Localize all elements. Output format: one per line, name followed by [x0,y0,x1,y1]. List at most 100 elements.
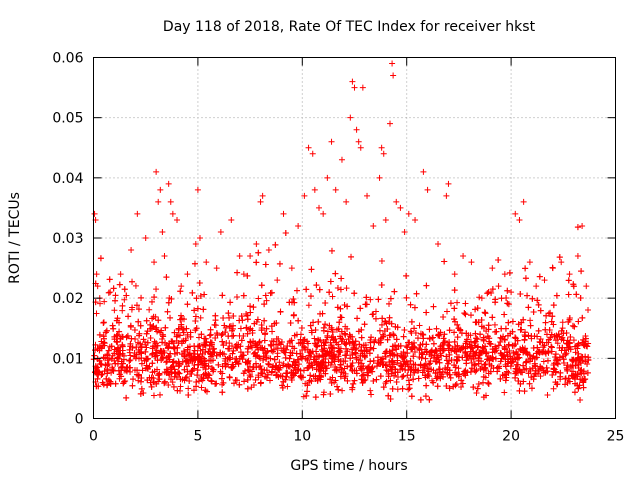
data-point [180,348,187,355]
data-point [343,352,350,359]
data-point [504,351,511,358]
data-point [278,338,285,345]
data-point [332,377,339,384]
data-point [390,332,397,339]
data-point [582,338,589,345]
data-point [138,294,145,301]
data-point [248,368,255,375]
data-point [328,380,335,387]
data-point [422,355,429,362]
data-point [138,385,145,392]
data-point [347,363,354,370]
data-point [163,359,170,366]
peak-data-point [380,150,387,157]
data-point [489,286,496,293]
data-point [517,326,524,333]
peak-data-point [274,277,281,284]
data-point [249,329,256,336]
data-point [543,364,550,371]
data-point [135,372,142,379]
data-point [127,368,134,375]
data-point [322,339,329,346]
data-point [144,339,151,346]
data-point [107,380,114,387]
data-point [247,373,254,380]
data-point [329,293,336,300]
data-point [451,329,458,336]
data-point [546,327,553,334]
data-point [484,356,491,363]
data-point [437,329,444,336]
data-point [350,380,357,387]
x-tick-label: 5 [193,429,202,445]
data-point [461,368,468,375]
data-point [198,384,205,391]
data-point [298,325,305,332]
data-point [516,366,523,373]
data-point [303,286,310,293]
data-point [123,292,130,299]
data-point [577,294,584,301]
data-point [525,370,532,377]
data-point [574,373,581,380]
data-point [391,288,398,295]
data-point [584,369,591,376]
data-point [536,338,543,345]
data-point [286,355,293,362]
data-point [400,373,407,380]
data-point [149,351,155,358]
data-point [288,299,295,306]
y-tick-label: 0.04 [52,171,83,187]
data-point [155,372,162,379]
data-point [384,325,391,332]
data-point [430,334,437,341]
data-point [243,311,250,318]
data-point [579,339,586,346]
data-point [318,364,325,371]
data-point [100,333,107,340]
data-point [304,382,311,389]
peak-data-point [382,216,389,223]
data-point [392,342,399,349]
data-point [514,355,521,362]
data-point [178,323,185,330]
data-point [486,361,493,368]
data-point [113,317,120,324]
peak-data-point [295,222,302,229]
data-point [451,316,458,323]
data-point [159,339,166,346]
data-point [119,363,126,370]
data-point [481,361,488,368]
data-point [306,377,313,384]
data-point [554,333,561,340]
data-point [454,299,461,306]
data-point [571,323,578,330]
data-point [157,347,164,354]
data-point [282,349,289,356]
peak-data-point [151,259,158,266]
data-point [194,367,201,374]
data-point [191,347,198,354]
data-point [284,383,291,390]
peak-data-point [320,210,327,217]
data-point [559,334,566,341]
data-point [360,371,367,378]
data-point [500,333,507,340]
peak-data-point [311,186,318,193]
data-point [559,353,566,360]
data-point [186,352,193,359]
data-point [239,352,246,359]
data-point [534,333,541,340]
data-point [536,273,543,280]
data-point [94,364,101,371]
data-point [167,314,174,321]
data-point [535,327,542,334]
data-point [212,334,219,341]
data-point [479,344,486,351]
data-point [476,349,483,356]
data-point [165,299,172,306]
data-point [517,291,524,298]
data-point [585,354,592,361]
data-point [361,321,368,328]
data-point [308,266,315,273]
